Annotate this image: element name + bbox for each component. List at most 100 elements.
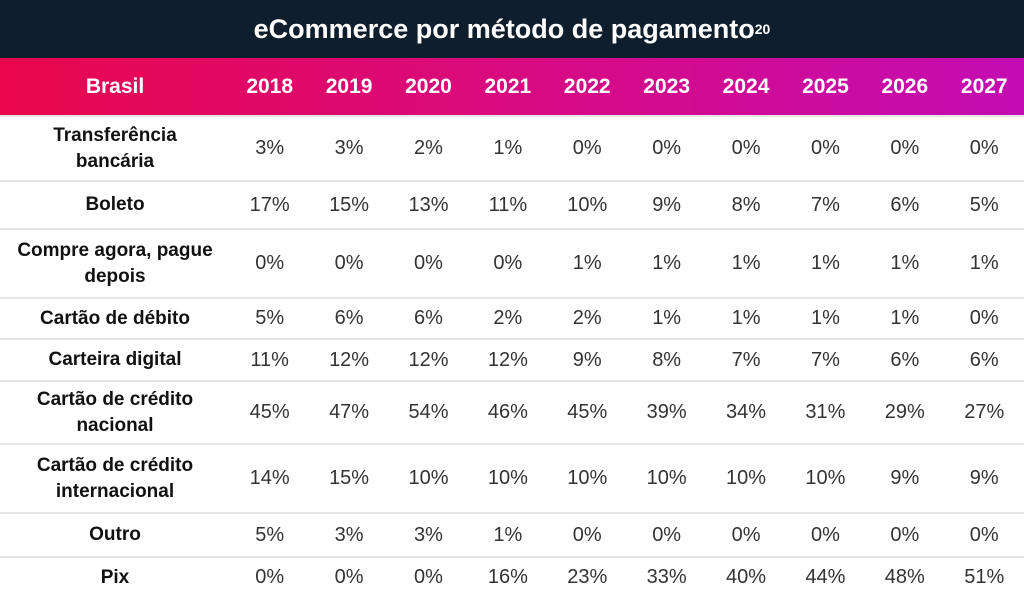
table-cell: 15%: [309, 180, 389, 229]
table-cell: 5%: [230, 512, 310, 557]
row-label: Pix: [0, 556, 230, 597]
table-cell: 44%: [785, 556, 866, 597]
table-cell: 7%: [785, 338, 866, 381]
table-cell: 1%: [626, 297, 707, 339]
table-cell: 10%: [468, 443, 548, 513]
table-cell: 5%: [944, 180, 1024, 229]
table-cell: 8%: [626, 338, 707, 381]
table-cell: 34%: [706, 380, 786, 444]
table-cell: 0%: [309, 556, 389, 597]
table-row: Outro 5% 3% 3% 1% 0% 0% 0% 0% 0% 0%: [0, 512, 1024, 557]
table-cell: 6%: [388, 297, 469, 339]
table-cell: 23%: [547, 556, 627, 597]
table-cell: 0%: [547, 512, 627, 557]
table-cell: 40%: [706, 556, 786, 597]
table-cell: 47%: [309, 380, 389, 444]
table-cell: 13%: [388, 180, 469, 229]
table-cell: 8%: [706, 180, 786, 229]
row-label: Boleto: [0, 180, 230, 229]
table-cell: 1%: [865, 228, 945, 298]
table-cell: 0%: [230, 556, 310, 597]
table-cell: 1%: [468, 512, 548, 557]
table-cell: 10%: [785, 443, 866, 513]
table-cell: 0%: [785, 512, 866, 557]
table-cell: 6%: [309, 297, 389, 339]
table-row: Transferência bancária 3% 3% 2% 1% 0% 0% 0% 0% 0%…: [0, 115, 1024, 181]
table-cell: 0%: [309, 228, 389, 298]
column-header-2020: 2020: [405, 74, 452, 98]
table-cell: 0%: [468, 228, 548, 298]
table-cell: 10%: [388, 443, 469, 513]
table-row: Cartão de débito 5% 6% 6% 2% 2% 1% 1% 1% 1% 0%: [0, 297, 1024, 339]
table-cell: 7%: [706, 338, 786, 381]
column-header-2022: 2022: [563, 74, 611, 98]
table-cell: 27%: [944, 380, 1024, 444]
table-cell: 54%: [388, 380, 469, 444]
row-label: Compre agora, pague depois: [0, 228, 230, 298]
table-cell: 1%: [944, 228, 1024, 298]
table-cell: 2%: [388, 115, 469, 181]
table-cell: 2%: [468, 297, 548, 339]
row-label: Outro: [0, 512, 230, 557]
table-cell: 0%: [388, 228, 469, 298]
header-row: Brasil 2018 2019 2020 2021 2022 2023 2024 2025 20…: [0, 58, 1024, 116]
table-cell: 0%: [626, 115, 707, 181]
column-header-2024: 2024: [722, 74, 770, 98]
table-cell: 0%: [230, 228, 310, 298]
table-cell: 1%: [785, 228, 866, 298]
table-cell: 12%: [309, 338, 389, 381]
table-title: eCommerce por método de pagamento 20: [0, 0, 1024, 58]
table-row: Compre agora, pague depois 0% 0% 0% 0% 1% 1% 1%…: [0, 228, 1024, 298]
row-label: Cartão de crédito internacional: [0, 443, 230, 513]
table-cell: 6%: [865, 180, 945, 229]
table-cell: 0%: [865, 115, 945, 181]
payment-method-table: Brasil 2018 2019 2020 2021 2022 2023 2024 2025 20…: [0, 58, 1024, 597]
table-cell: 9%: [547, 338, 627, 381]
table-cell: 16%: [468, 556, 548, 597]
table-cell: 48%: [865, 556, 945, 597]
table-cell: 3%: [388, 512, 469, 557]
table-cell: 0%: [388, 556, 469, 597]
row-label: Transferência bancária: [0, 115, 230, 181]
table-row: Cartão de crédito internacional 14% 15% 10%…: [0, 443, 1024, 513]
table-cell: 1%: [547, 228, 627, 298]
table-cell: 29%: [865, 380, 945, 444]
row-label: Carteira digital: [0, 338, 230, 381]
column-header-2027: 2027: [960, 74, 1008, 98]
table-cell: 0%: [865, 512, 945, 557]
table-cell: 0%: [547, 115, 627, 181]
column-header-2021: 2021: [484, 74, 532, 98]
table-cell: 9%: [865, 443, 945, 513]
table-cell: 7%: [785, 180, 866, 229]
table-cell: 2%: [547, 297, 627, 339]
table-cell: 0%: [706, 115, 786, 181]
table-cell: 1%: [626, 228, 707, 298]
table-cell: 6%: [865, 338, 945, 381]
table-cell: 12%: [468, 338, 548, 381]
row-label: Cartão de débito: [0, 297, 230, 339]
column-header-2026: 2026: [881, 74, 929, 98]
table-cell: 0%: [785, 115, 866, 181]
table-cell: 17%: [230, 180, 310, 229]
table-cell: 1%: [785, 297, 866, 339]
table-cell: 10%: [626, 443, 707, 513]
table-cell: 5%: [230, 297, 310, 339]
table-cell: 0%: [626, 512, 707, 557]
column-header-2018: 2018: [246, 74, 294, 98]
table-cell: 3%: [230, 115, 310, 181]
footnote-ref: 20: [754, 21, 771, 37]
table-cell: 46%: [468, 380, 548, 444]
table-cell: 15%: [309, 443, 389, 513]
table-row: Cartão de crédito nacional 45% 47% 54% 46% 45…: [0, 380, 1024, 444]
corner-header: Brasil: [85, 74, 145, 98]
table-cell: 33%: [626, 556, 707, 597]
table-cell: 31%: [785, 380, 866, 444]
table-cell: 1%: [706, 228, 786, 298]
column-header-2019: 2019: [325, 74, 373, 98]
column-header-2025: 2025: [802, 74, 849, 98]
table-cell: 0%: [944, 512, 1024, 557]
table-cell: 10%: [547, 443, 627, 513]
row-label: Cartão de crédito nacional: [0, 380, 230, 444]
table-cell: 45%: [230, 380, 310, 444]
table-cell: 0%: [944, 297, 1024, 339]
